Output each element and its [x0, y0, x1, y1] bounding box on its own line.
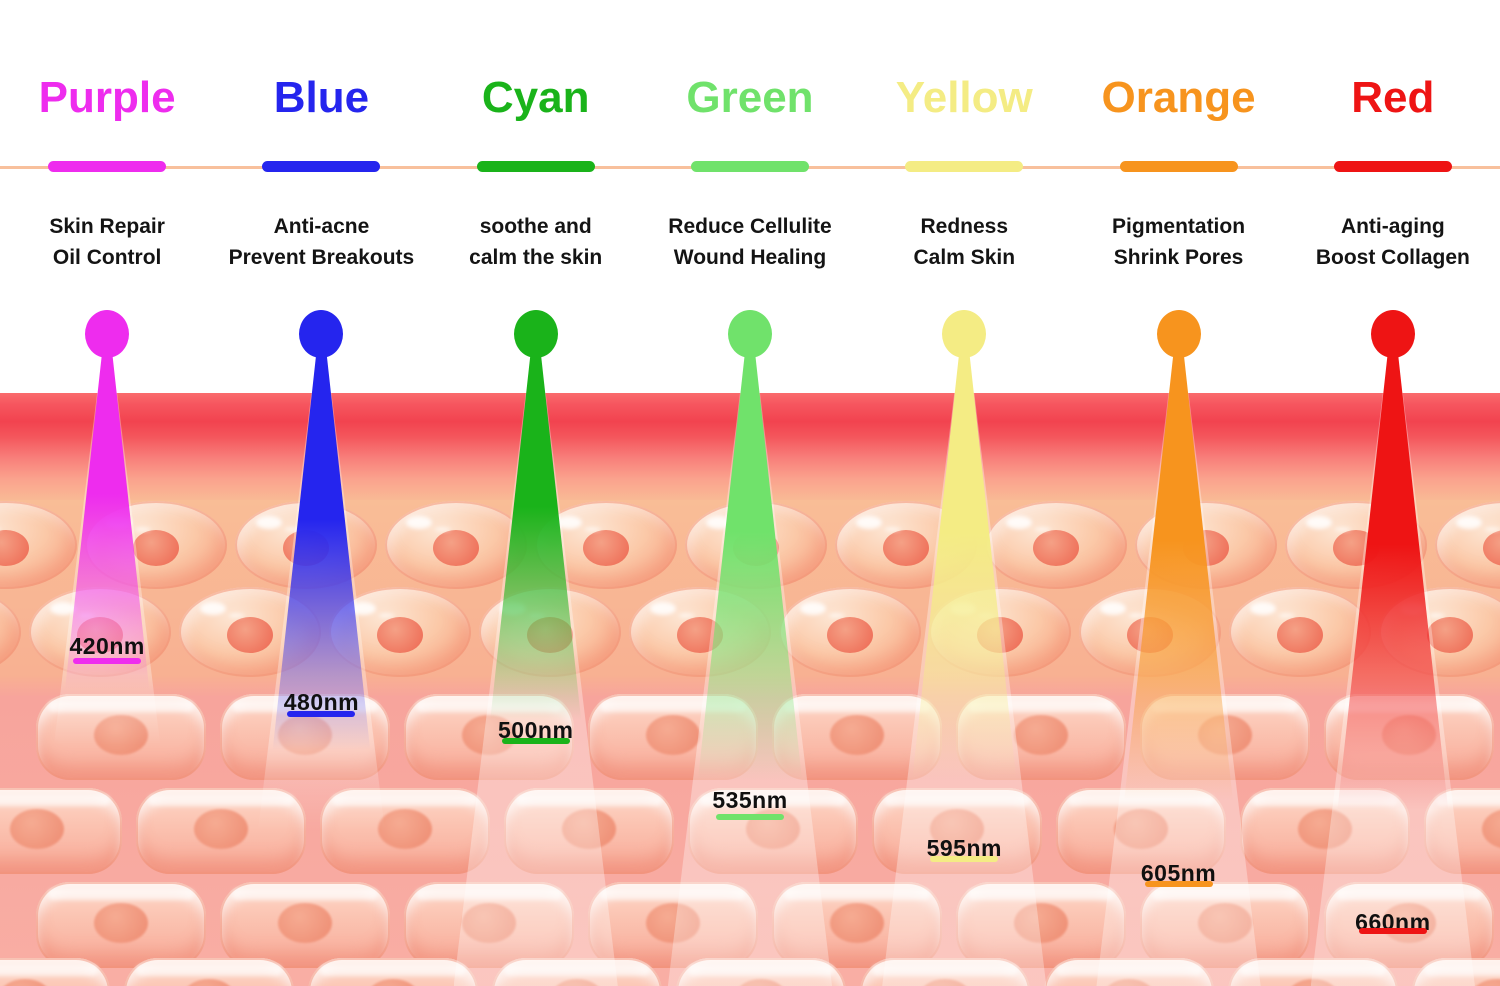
- color-title-yellow: Yellow: [895, 73, 1033, 122]
- dermis-cell: [688, 788, 858, 874]
- dermis-cell: [220, 882, 390, 968]
- dermis-cell: [1056, 788, 1226, 874]
- wavelength-label-green: 535nm: [712, 787, 788, 813]
- color-bar-red: [1333, 161, 1452, 172]
- benefit-text-blue: Anti-acne Prevent Breakouts: [214, 211, 428, 273]
- benefit-line-1: Reduce Cellulite: [668, 215, 832, 238]
- benefit-line-1: Anti-acne: [273, 215, 370, 238]
- wavelength-underline-purple: [73, 658, 142, 664]
- dermis-cell: [676, 958, 846, 986]
- benefit-line-2: calm the skin: [469, 246, 603, 269]
- dermis-cell: [36, 694, 206, 780]
- wavelength-underline-blue: [287, 711, 356, 717]
- dermis-cell: [124, 958, 294, 986]
- dermis-cell: [860, 958, 1030, 986]
- benefit-text-purple: Skin Repair Oil Control: [0, 211, 214, 273]
- dermis-cell: [588, 882, 758, 968]
- emitter-dot-blue: [299, 310, 344, 358]
- emitter-dot-yellow: [942, 310, 987, 358]
- legend-column-cyan: Cyan soothe and calm the skin: [429, 0, 643, 290]
- dermis-cell: [1412, 958, 1500, 986]
- emitter-dot-cyan: [513, 310, 558, 358]
- benefit-text-red: Anti-aging Boost Collagen: [1286, 211, 1500, 273]
- dermis-cell: [1044, 958, 1214, 986]
- benefit-line-2: Calm Skin: [913, 246, 1016, 269]
- color-title-blue: Blue: [273, 73, 370, 122]
- emitter-dot-orange: [1156, 310, 1201, 358]
- dermis-cell: [0, 958, 110, 986]
- benefit-line-1: Pigmentation: [1112, 215, 1246, 238]
- dermis-cell: [308, 958, 478, 986]
- emitter-dot-purple: [85, 310, 130, 358]
- epidermis-cell: [985, 501, 1127, 589]
- dermis-cell: [772, 882, 942, 968]
- color-bar-blue: [262, 161, 381, 172]
- dermis-cell: [504, 788, 674, 874]
- epidermis-cell: [1229, 587, 1371, 677]
- legend-column-red: Red Anti-aging Boost Collagen: [1286, 0, 1500, 290]
- benefit-text-cyan: soothe and calm the skin: [429, 211, 643, 273]
- legend-column-green: Green Reduce Cellulite Wound Healing: [643, 0, 857, 290]
- benefit-line-1: Anti-aging: [1340, 215, 1445, 238]
- benefit-line-1: soothe and: [479, 215, 592, 238]
- dermis-cell: [404, 882, 574, 968]
- benefit-line-2: Prevent Breakouts: [228, 246, 415, 269]
- benefit-line-2: Shrink Pores: [1113, 246, 1244, 269]
- dermis-cell: [136, 788, 306, 874]
- legend-column-yellow: Yellow Redness Calm Skin: [857, 0, 1071, 290]
- color-bar-green: [690, 161, 809, 172]
- benefit-text-green: Reduce Cellulite Wound Healing: [643, 211, 857, 273]
- color-bar-orange: [1119, 161, 1238, 172]
- dermis-cell: [320, 788, 490, 874]
- dermis-cell: [492, 958, 662, 986]
- legend-column-purple: Purple Skin Repair Oil Control: [0, 0, 214, 290]
- color-bar-purple: [48, 161, 167, 172]
- dermis-cell: [1324, 882, 1494, 968]
- color-title-orange: Orange: [1101, 73, 1256, 122]
- benefit-line-1: Skin Repair: [49, 215, 165, 238]
- wavelength-label-purple: 420nm: [69, 633, 145, 659]
- emitter-dot-red: [1370, 310, 1415, 358]
- color-title-cyan: Cyan: [481, 73, 590, 122]
- dermis-cell: [0, 788, 122, 874]
- benefit-line-2: Oil Control: [52, 246, 162, 269]
- benefit-line-2: Wound Healing: [673, 246, 827, 269]
- epidermis-cell: [385, 501, 527, 589]
- legend-column-blue: Blue Anti-acne Prevent Breakouts: [214, 0, 428, 290]
- dermis-cell: [1140, 882, 1310, 968]
- wavelength-underline-yellow: [930, 856, 999, 862]
- benefit-line-1: Redness: [920, 215, 1009, 238]
- legend-header: Purple Skin Repair Oil Control Blue Anti-acn…: [0, 0, 1500, 290]
- color-bar-cyan: [476, 161, 595, 172]
- color-title-purple: Purple: [38, 73, 176, 122]
- color-bar-yellow: [905, 161, 1024, 172]
- wavelength-underline-orange: [1144, 881, 1213, 887]
- benefit-text-orange: Pigmentation Shrink Pores: [1071, 211, 1285, 273]
- wavelength-underline-cyan: [501, 738, 570, 744]
- epidermis-cell: [779, 587, 921, 677]
- legend-column-orange: Orange Pigmentation Shrink Pores: [1071, 0, 1285, 290]
- dermis-cell: [36, 882, 206, 968]
- color-title-red: Red: [1351, 73, 1435, 122]
- color-title-green: Green: [686, 73, 814, 122]
- wavelength-underline-red: [1358, 928, 1427, 934]
- dermis-cell: [1228, 958, 1398, 986]
- emitter-dot-green: [728, 310, 772, 358]
- dermis-cell: [956, 882, 1126, 968]
- wavelength-label-blue: 480nm: [283, 689, 360, 715]
- wavelength-underline-green: [716, 814, 784, 820]
- benefit-line-2: Boost Collagen: [1315, 246, 1470, 269]
- benefit-text-yellow: Redness Calm Skin: [857, 211, 1071, 273]
